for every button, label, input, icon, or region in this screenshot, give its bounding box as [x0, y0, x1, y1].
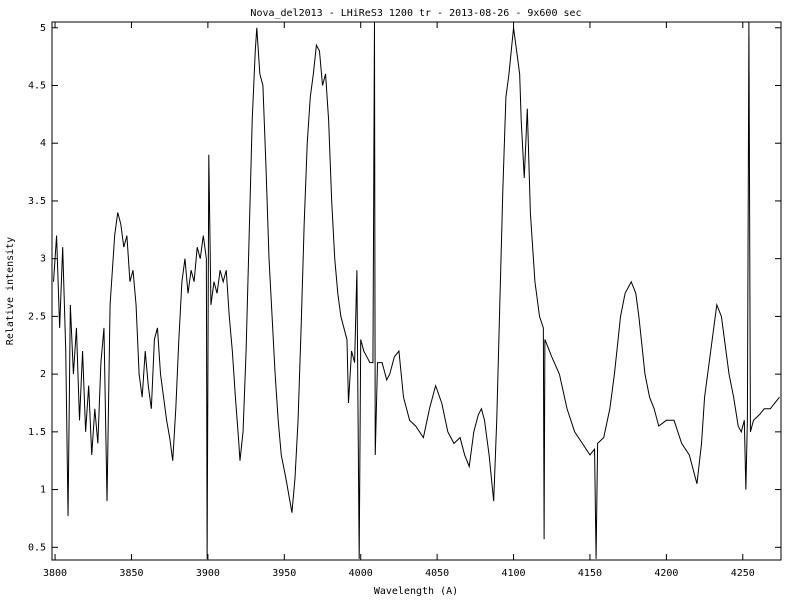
spectrum-line: [53, 21, 780, 559]
plot-frame: [51, 21, 782, 561]
x-tick-label: 3950: [272, 568, 296, 579]
y-tick-label: 3: [40, 254, 46, 265]
x-tick-label: 3800: [43, 568, 67, 579]
x-tick-label: 4000: [349, 568, 373, 579]
y-tick-label: 0.5: [28, 542, 46, 553]
y-axis-label: Relative intensity: [5, 237, 16, 345]
x-tick-label: 4100: [502, 568, 526, 579]
x-axis-label: Wavelength (A): [374, 586, 458, 597]
y-tick-label: 2: [40, 369, 46, 380]
chart-title: Nova_del2013 - LHiReS3 1200 tr - 2013-08…: [250, 8, 581, 19]
x-tick-label: 4200: [654, 568, 678, 579]
y-tick-label: 1.5: [28, 427, 46, 438]
x-tick-label: 4250: [731, 568, 755, 579]
y-tick-label: 2.5: [28, 311, 46, 322]
y-tick-label: 5: [40, 23, 46, 34]
x-tick-label: 3900: [196, 568, 220, 579]
y-tick-label: 4.5: [28, 80, 46, 91]
x-tick-label: 3850: [119, 568, 143, 579]
x-tick-label: 4050: [425, 568, 449, 579]
x-tick-label: 4150: [578, 568, 602, 579]
y-tick-label: 4: [40, 138, 46, 149]
y-tick-label: 1: [40, 485, 46, 496]
y-tick-label: 3.5: [28, 196, 46, 207]
